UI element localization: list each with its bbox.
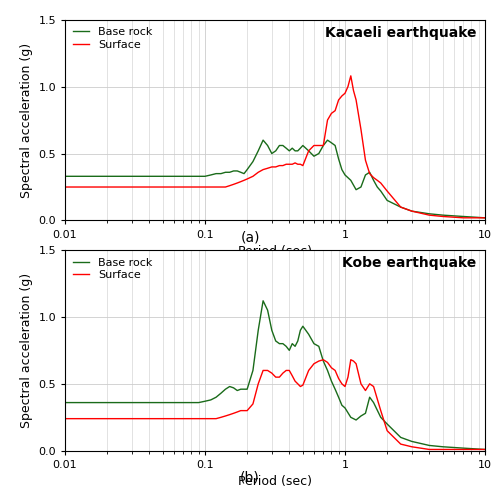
Base rock (482, 215, 488, 221)
Base rock (260, 298, 266, 304)
Base rock (244, 167, 250, 172)
Surface (311, 361, 317, 367)
Surface (62, 416, 68, 421)
Base rock (129, 400, 135, 406)
Legend: Base rock, Surface: Base rock, Surface (70, 25, 155, 52)
Surface (218, 184, 224, 190)
Y-axis label: Spectral acceleration (g): Spectral acceleration (g) (20, 273, 33, 428)
Base rock (180, 400, 186, 406)
Text: (b): (b) (240, 471, 260, 485)
Base rock (292, 343, 298, 349)
Base rock (230, 168, 236, 174)
Line: Surface: Surface (65, 76, 485, 218)
Surface (62, 184, 68, 190)
Surface (378, 408, 384, 414)
Base rock (482, 446, 488, 452)
Surface (218, 415, 224, 420)
Legend: Base rock, Surface: Base rock, Surface (70, 255, 155, 282)
Surface (295, 381, 301, 387)
Surface (348, 73, 354, 79)
Surface (482, 215, 488, 221)
Surface (316, 143, 322, 148)
Text: Kacaeli earthquake: Kacaeli earthquake (325, 25, 476, 40)
Surface (378, 180, 384, 186)
Surface (460, 215, 466, 221)
Surface (482, 446, 488, 452)
Surface (255, 381, 261, 387)
Base rock (250, 159, 256, 165)
Line: Base rock: Base rock (65, 140, 485, 218)
Surface (320, 357, 326, 363)
Base rock (230, 385, 236, 391)
Surface (226, 412, 232, 417)
Text: (a): (a) (240, 231, 260, 245)
Base rock (208, 172, 214, 178)
Base rock (320, 143, 326, 148)
Base rock (260, 137, 266, 143)
Base rock (238, 170, 244, 175)
Base rock (62, 400, 68, 406)
Line: Base rock: Base rock (65, 301, 485, 449)
Base rock (339, 402, 345, 408)
Surface (171, 184, 177, 190)
X-axis label: Period (sec): Period (sec) (238, 245, 312, 258)
Base rock (62, 173, 68, 179)
X-axis label: Period (sec): Period (sec) (238, 475, 312, 489)
Line: Surface: Surface (65, 360, 485, 449)
Surface (290, 161, 296, 167)
Y-axis label: Spectral acceleration (g): Spectral acceleration (g) (20, 43, 33, 197)
Surface (234, 180, 240, 186)
Surface (426, 446, 432, 452)
Text: Kobe earthquake: Kobe earthquake (342, 256, 476, 270)
Base rock (202, 398, 208, 404)
